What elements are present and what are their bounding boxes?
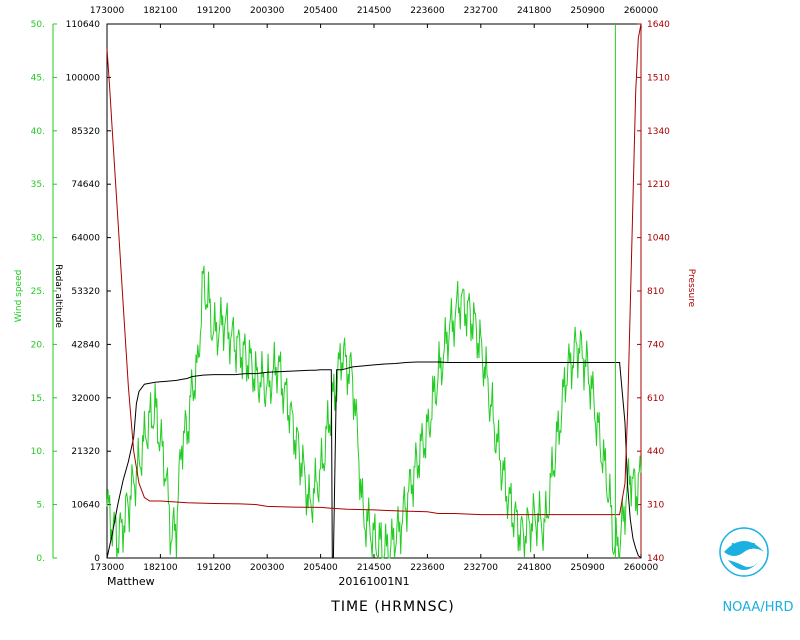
wind-speed-series-line xyxy=(106,265,642,560)
pressure-series-line xyxy=(106,23,642,516)
wind-speed-tick-label: 50. xyxy=(31,20,45,30)
x-tick-label-bottom: 241800 xyxy=(517,563,552,573)
x-tick-label-bottom: 223600 xyxy=(410,563,445,573)
radar-altitude-tick-label: 74640 xyxy=(71,180,100,190)
x-tick-label-top: 241800 xyxy=(517,6,552,16)
pressure-tick-label: 1510 xyxy=(647,73,670,83)
radar-altitude-tick-label: 32000 xyxy=(71,394,100,404)
radar-altitude-tick-label: 42840 xyxy=(71,340,100,350)
wind-speed-axis-label: Wind speed xyxy=(14,270,24,323)
data-series xyxy=(106,23,642,560)
footer-label: NOAA/HRD xyxy=(722,600,793,615)
plot-frame xyxy=(106,23,642,559)
x-tick-label-bottom: 214500 xyxy=(357,563,392,573)
x-tick-label-top: 205400 xyxy=(303,6,338,16)
pressure-tick-label: 810 xyxy=(647,287,664,297)
pressure-tick-label: 1640 xyxy=(647,20,670,30)
x-axis-title: TIME (HRMNSC) xyxy=(330,599,454,615)
svg-text:NOAA: NOAA xyxy=(731,542,757,551)
radar-altitude-axis-label: Radar altitude xyxy=(53,264,63,328)
pressure-tick-label: 440 xyxy=(647,447,664,457)
pressure-tick-label: 1340 xyxy=(647,127,670,137)
radar-altitude-tick-label: 85320 xyxy=(71,127,100,137)
x-tick-label-bottom: 182100 xyxy=(143,563,178,573)
flight-id: 20161001N1 xyxy=(338,575,409,588)
wind-speed-tick-label: 30. xyxy=(31,234,45,244)
x-tick-label-top: 200300 xyxy=(250,6,285,16)
x-tick-label-bottom: 250900 xyxy=(570,563,605,573)
wind-speed-tick-label: 15. xyxy=(31,394,45,404)
wind-speed-tick-label: 10. xyxy=(31,447,45,457)
radar-altitude-tick-label: 10640 xyxy=(71,501,100,511)
radar-altitude-tick-label: 53320 xyxy=(71,287,100,297)
wind-speed-tick-label: 0. xyxy=(36,554,45,564)
x-tick-label-top: 232700 xyxy=(464,6,499,16)
x-tick-label-bottom: 173000 xyxy=(90,563,125,573)
radar-altitude-tick-label: 21320 xyxy=(71,447,100,457)
wind-speed-tick-label: 5. xyxy=(36,501,45,511)
wind-speed-tick-label: 45. xyxy=(31,73,45,83)
radar-altitude-tick-label: 100000 xyxy=(66,73,101,83)
x-tick-label-top: 223600 xyxy=(410,6,445,16)
pressure-axis-label: Pressure xyxy=(686,269,696,308)
x-tick-label-bottom: 191200 xyxy=(197,563,232,573)
x-tick-label-top: 191200 xyxy=(197,6,232,16)
radar-altitude-tick-label: 110640 xyxy=(66,20,101,30)
pressure-tick-label: 610 xyxy=(647,394,664,404)
x-tick-label-bottom: 205400 xyxy=(303,563,338,573)
x-tick-label-bottom: 232700 xyxy=(464,563,499,573)
radar-altitude-series-line xyxy=(106,361,642,559)
wind-speed-tick-label: 25. xyxy=(31,287,45,297)
wind-speed-tick-label: 35. xyxy=(31,180,45,190)
x-tick-label-top: 250900 xyxy=(570,6,605,16)
x-tick-label-bottom: 200300 xyxy=(250,563,285,573)
pressure-tick-label: 1210 xyxy=(647,180,670,190)
wind-speed-tick-label: 20. xyxy=(31,340,45,350)
x-tick-label-bottom: 260000 xyxy=(624,563,659,573)
pressure-tick-label: 140 xyxy=(647,554,664,564)
radar-altitude-tick-label: 0 xyxy=(94,554,100,564)
x-tick-label-top: 260000 xyxy=(624,6,659,16)
pressure-tick-label: 310 xyxy=(647,501,664,511)
pressure-tick-label: 740 xyxy=(647,340,664,350)
wind-speed-tick-label: 40. xyxy=(31,127,45,137)
axis-ticks: 0. 5. 10. 15. 20. 25. 30. 35. 40. 45. 50. 0 10640 213… xyxy=(31,6,671,573)
x-tick-label-top: 182100 xyxy=(143,6,178,16)
noaa-logo: NOAA xyxy=(719,527,769,577)
pressure-tick-label: 1040 xyxy=(647,234,670,244)
radar-altitude-tick-label: 64000 xyxy=(71,234,100,244)
x-tick-label-top: 214500 xyxy=(357,6,392,16)
storm-name: Matthew xyxy=(107,575,155,588)
x-tick-label-top: 173000 xyxy=(90,6,125,16)
